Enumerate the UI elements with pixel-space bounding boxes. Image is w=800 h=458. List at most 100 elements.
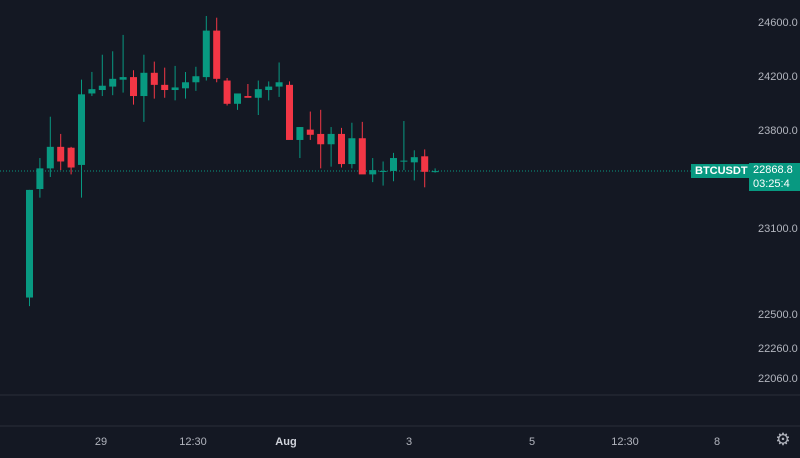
candle bbox=[67, 146, 75, 175]
candle bbox=[244, 83, 252, 98]
candle-body bbox=[275, 82, 283, 87]
candle-body bbox=[338, 133, 345, 165]
candle-body bbox=[421, 156, 429, 172]
candle bbox=[348, 122, 356, 169]
candle-body bbox=[286, 84, 293, 140]
gear-icon[interactable]: ⚙ bbox=[775, 430, 791, 449]
candle-body bbox=[431, 171, 439, 173]
candle-body bbox=[171, 87, 179, 91]
candle bbox=[150, 61, 158, 99]
candle-body bbox=[223, 80, 231, 104]
price-tick-label: 22060.0 bbox=[758, 373, 798, 385]
candle-body bbox=[379, 170, 387, 172]
candle bbox=[275, 62, 283, 97]
candle bbox=[390, 152, 397, 182]
candle bbox=[286, 81, 293, 140]
candle bbox=[431, 168, 439, 173]
candle bbox=[109, 51, 117, 96]
candle bbox=[421, 149, 429, 188]
candle bbox=[358, 121, 366, 175]
candle-body bbox=[390, 158, 397, 171]
time-tick-label: Aug bbox=[275, 436, 296, 448]
candle-body bbox=[46, 146, 54, 169]
candle bbox=[306, 111, 314, 140]
candle-body bbox=[150, 72, 158, 85]
price-tick-label: 23100.0 bbox=[758, 223, 798, 235]
candle bbox=[78, 79, 85, 198]
price-tick-label: 23800.0 bbox=[758, 125, 798, 137]
time-tick-label: 8 bbox=[714, 436, 720, 448]
candle bbox=[265, 81, 273, 101]
candle bbox=[338, 127, 345, 168]
candle-body bbox=[296, 127, 304, 140]
candle-body bbox=[213, 30, 221, 79]
candle-body bbox=[400, 160, 408, 162]
candle-countdown: 03:25:4 bbox=[753, 178, 790, 191]
candle-body bbox=[265, 86, 273, 91]
time-tick-label: 3 bbox=[406, 436, 412, 448]
candle bbox=[400, 121, 408, 171]
time-tick-label: 12:30 bbox=[611, 436, 639, 448]
candle-body bbox=[78, 94, 85, 165]
candle bbox=[98, 54, 106, 97]
candle-body bbox=[192, 76, 200, 83]
candle-body bbox=[244, 96, 252, 98]
candle bbox=[296, 127, 304, 159]
candle-body bbox=[369, 170, 377, 175]
candle-body bbox=[234, 93, 241, 104]
candle-body bbox=[140, 72, 148, 97]
candle bbox=[57, 133, 65, 171]
candle bbox=[171, 65, 179, 101]
price-tick-label: 22260.0 bbox=[758, 343, 798, 355]
candle-body bbox=[88, 89, 96, 94]
candle-body bbox=[57, 146, 65, 162]
candle bbox=[36, 158, 44, 198]
candle-body bbox=[358, 138, 366, 175]
time-tick-label: 5 bbox=[529, 436, 535, 448]
last-price-value: 22868.8 bbox=[753, 164, 793, 177]
candle-body bbox=[317, 133, 325, 145]
last-price-badge: 22868.8 03:25:4 bbox=[749, 163, 800, 192]
price-tick-label: 24200.0 bbox=[758, 71, 798, 83]
candle-body bbox=[109, 78, 117, 87]
candle bbox=[234, 93, 241, 110]
candle bbox=[254, 80, 262, 115]
symbol-label: BTCUSDT bbox=[691, 164, 752, 179]
candle bbox=[213, 17, 221, 83]
candle bbox=[317, 109, 325, 169]
price-tick-label: 22500.0 bbox=[758, 309, 798, 321]
candle bbox=[202, 15, 210, 81]
candle bbox=[119, 34, 127, 93]
time-tick-label: 12:30 bbox=[179, 436, 207, 448]
candle-body bbox=[119, 77, 127, 80]
candle bbox=[379, 161, 387, 186]
candle bbox=[192, 66, 200, 91]
candle-body bbox=[410, 157, 418, 163]
candle bbox=[88, 71, 96, 97]
candle-body bbox=[130, 77, 137, 97]
candle bbox=[26, 189, 33, 307]
candle bbox=[140, 54, 148, 122]
price-tick-label: 24600.0 bbox=[758, 17, 798, 29]
candle-body bbox=[306, 129, 314, 135]
candle-body bbox=[98, 85, 106, 91]
candle-body bbox=[36, 168, 44, 190]
candle-body bbox=[202, 30, 210, 78]
candle-body bbox=[348, 138, 356, 165]
time-tick-label: 29 bbox=[95, 436, 107, 448]
candle-body bbox=[254, 89, 262, 98]
candle-body bbox=[327, 133, 335, 145]
candle bbox=[161, 67, 169, 98]
candle-body bbox=[161, 84, 169, 91]
candle bbox=[410, 150, 418, 181]
candle bbox=[369, 158, 377, 183]
candle bbox=[223, 77, 231, 106]
candle-body bbox=[182, 82, 189, 89]
candle-body bbox=[26, 189, 33, 298]
candle-body bbox=[67, 147, 75, 168]
candle bbox=[130, 70, 137, 105]
candle bbox=[46, 116, 54, 177]
candle bbox=[182, 71, 189, 99]
candle bbox=[327, 127, 335, 167]
